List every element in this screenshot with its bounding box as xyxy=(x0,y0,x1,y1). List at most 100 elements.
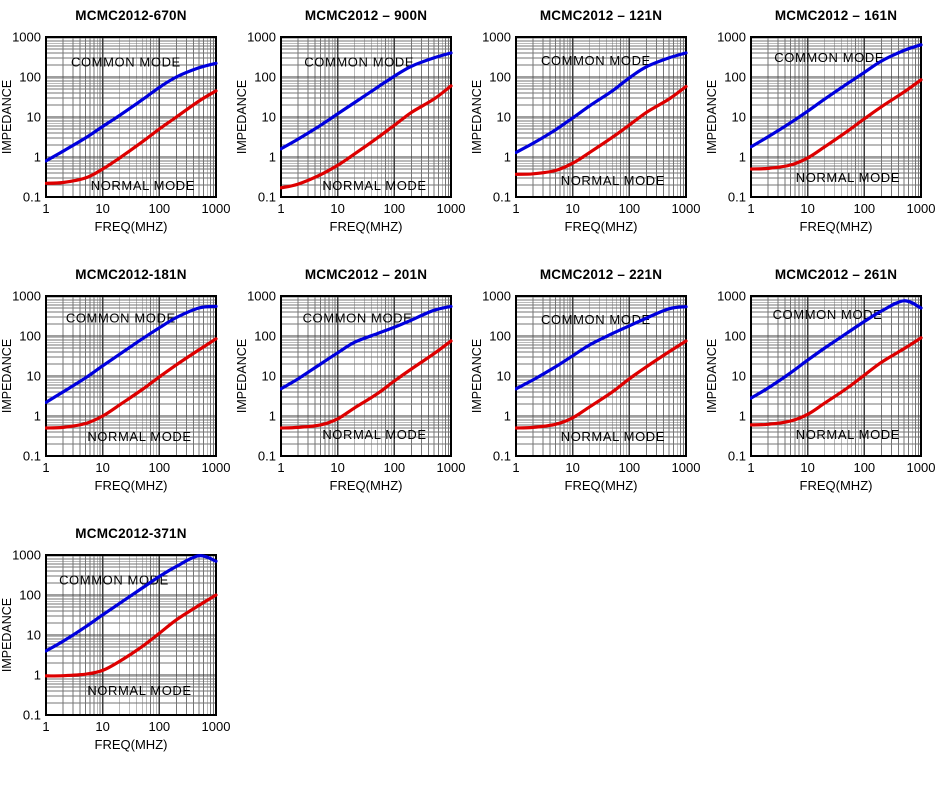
grid-lines xyxy=(45,36,217,198)
common-mode-label: COMMON MODE xyxy=(59,573,169,588)
normal-mode-curve xyxy=(45,89,218,185)
y-tick-label: 0.1 xyxy=(23,449,41,464)
y-tick-label: 1000 xyxy=(482,30,511,45)
y-axis-label: IMPEDANCE xyxy=(235,80,249,154)
common-mode-curve xyxy=(280,304,453,391)
x-tick-label: 10 xyxy=(800,201,814,216)
y-tick-label: 0.1 xyxy=(258,190,276,205)
y-tick-label: 100 xyxy=(19,329,41,344)
y-tick-label: 1 xyxy=(269,409,276,424)
x-axis-label: FREQ(MHZ) xyxy=(330,219,403,234)
x-axis-label: FREQ(MHZ) xyxy=(95,219,168,234)
x-tick-label: 100 xyxy=(618,460,640,475)
grid-lines xyxy=(280,295,452,457)
x-tick-label: 100 xyxy=(383,460,405,475)
x-tick-label: 10 xyxy=(95,460,109,475)
x-tick-label: 10 xyxy=(565,201,579,216)
y-tick-label: 1 xyxy=(504,150,511,165)
x-axis-label: FREQ(MHZ) xyxy=(800,478,873,493)
normal-mode-curve xyxy=(280,339,453,430)
chart-title: MCMC2012-670N xyxy=(75,8,187,23)
y-tick-label: 10 xyxy=(27,369,41,384)
x-tick-label: 100 xyxy=(148,201,170,216)
common-mode-curve xyxy=(45,554,218,653)
chart-canvas: COMMON MODE NORMAL MODE 1000 100 10 1 0.1 1 10 10… xyxy=(235,27,468,239)
y-tick-label: 10 xyxy=(27,628,41,643)
x-tick-label: 1 xyxy=(42,460,49,475)
chart-canvas: COMMON MODE NORMAL MODE 1000 100 10 1 0.1 1 10 10… xyxy=(470,27,703,239)
y-tick-label: 10 xyxy=(732,369,746,384)
common-mode-label: COMMON MODE xyxy=(304,55,414,70)
common-mode-label: COMMON MODE xyxy=(773,307,883,322)
chart-canvas: COMMON MODE NORMAL MODE 1000 100 10 1 0.1 1 10 10… xyxy=(0,286,233,498)
x-tick-label: 10 xyxy=(95,719,109,734)
x-axis-label: FREQ(MHZ) xyxy=(565,219,638,234)
y-tick-label: 10 xyxy=(497,369,511,384)
grid-lines xyxy=(515,36,687,198)
common-mode-curve xyxy=(750,299,923,400)
chart-mcmc2012-201n: MCMC2012 – 201N COMMON MODE NORMAL MODE 10… xyxy=(235,267,470,498)
x-tick-label: 1000 xyxy=(907,460,936,475)
x-tick-label: 1 xyxy=(277,201,284,216)
common-mode-label: COMMON MODE xyxy=(303,310,413,325)
x-tick-label: 1 xyxy=(747,460,754,475)
y-tick-label: 0.1 xyxy=(728,190,746,205)
chart-canvas: COMMON MODE NORMAL MODE 1000 100 10 1 0.1 1 10 10… xyxy=(705,286,938,498)
chart-title: MCMC2012 – 221N xyxy=(539,267,663,282)
x-axis-label: FREQ(MHZ) xyxy=(330,478,403,493)
x-axis-label: FREQ(MHZ) xyxy=(565,478,638,493)
chart-mcmc2012-670n: MCMC2012-670N COMMON MODE NORMAL MODE 1000… xyxy=(0,8,235,239)
common-mode-label: COMMON MODE xyxy=(774,50,884,65)
common-mode-curve xyxy=(45,304,218,404)
x-axis-label: FREQ(MHZ) xyxy=(95,737,168,752)
chart-canvas: COMMON MODE NORMAL MODE 1000 100 10 1 0.1 1 10 10… xyxy=(705,27,938,239)
chart-canvas: COMMON MODE NORMAL MODE 1000 100 10 1 0.1 1 10 10… xyxy=(470,286,703,498)
normal-mode-curve xyxy=(45,593,218,678)
x-tick-label: 1000 xyxy=(202,719,231,734)
chart-mcmc2012-261n: MCMC2012 – 261N COMMON MODE NORMAL MODE 10… xyxy=(705,267,940,498)
y-axis-label: IMPEDANCE xyxy=(0,339,14,413)
normal-mode-curve xyxy=(515,84,688,176)
chart-canvas: COMMON MODE NORMAL MODE 1000 100 10 1 0.1 1 10 10… xyxy=(0,545,233,757)
normal-mode-label: NORMAL MODE xyxy=(322,178,426,193)
chart-title: MCMC2012-371N xyxy=(75,526,187,541)
grid-lines xyxy=(750,295,922,457)
x-tick-label: 10 xyxy=(800,460,814,475)
grid-lines xyxy=(515,295,687,457)
x-axis-label: FREQ(MHZ) xyxy=(800,219,873,234)
x-tick-label: 100 xyxy=(148,719,170,734)
x-tick-label: 10 xyxy=(95,201,109,216)
x-tick-label: 1000 xyxy=(437,201,466,216)
chart-title: MCMC2012 – 161N xyxy=(774,8,898,23)
x-tick-label: 100 xyxy=(618,201,640,216)
y-tick-label: 0.1 xyxy=(493,449,511,464)
y-axis-label: IMPEDANCE xyxy=(705,339,719,413)
common-mode-curve xyxy=(280,51,453,151)
x-tick-label: 10 xyxy=(565,460,579,475)
chart-mcmc2012-371n: MCMC2012-371N COMMON MODE NORMAL MODE 1000… xyxy=(0,526,235,757)
y-tick-label: 0.1 xyxy=(728,449,746,464)
y-tick-label: 1000 xyxy=(717,30,746,45)
x-tick-label: 1 xyxy=(42,719,49,734)
y-tick-label: 1000 xyxy=(717,289,746,304)
common-mode-label: COMMON MODE xyxy=(66,310,176,325)
y-tick-label: 1 xyxy=(34,150,41,165)
x-tick-label: 100 xyxy=(383,201,405,216)
x-tick-label: 1 xyxy=(747,201,754,216)
normal-mode-curve xyxy=(45,337,218,430)
y-tick-label: 1 xyxy=(504,409,511,424)
x-axis-label: FREQ(MHZ) xyxy=(95,478,168,493)
chart-title: MCMC2012-181N xyxy=(75,267,187,282)
y-axis-label: IMPEDANCE xyxy=(470,339,484,413)
y-tick-label: 10 xyxy=(27,110,41,125)
normal-mode-label: NORMAL MODE xyxy=(322,427,426,442)
chart-title: MCMC2012 – 261N xyxy=(774,267,898,282)
chart-title: MCMC2012 – 201N xyxy=(304,267,428,282)
y-tick-label: 0.1 xyxy=(23,708,41,723)
